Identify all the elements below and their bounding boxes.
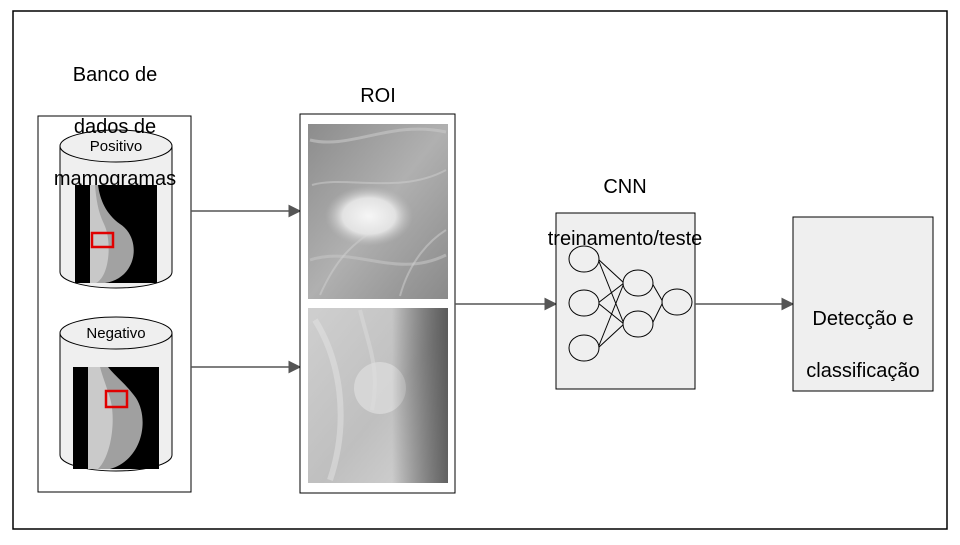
positive-roi-marker [90, 231, 115, 249]
negative-roi-marker [104, 389, 129, 409]
neural-network-icon [568, 245, 693, 362]
negative-mammogram [73, 367, 159, 469]
database-title-line-2: dados de [73, 116, 157, 138]
output-label: Detecção e classificação [793, 280, 933, 410]
cnn-title: CNN treinamento/teste [520, 148, 730, 278]
database-title: Banco de dados de mamogramas [40, 36, 190, 218]
output-label-line-2: classificação [806, 360, 920, 382]
cnn-title-line-2: treinamento/teste [547, 228, 703, 250]
positive-mammogram [75, 185, 157, 283]
roi-image-positive [308, 124, 448, 299]
roi-image-negative [308, 308, 448, 483]
database-title-line-1: Banco de [72, 64, 158, 86]
cnn-title-line-1: CNN [603, 176, 647, 198]
database-title-line-3: mamogramas [53, 168, 177, 190]
negative-label: Negativo [86, 325, 146, 342]
roi-title: ROI [360, 85, 396, 107]
positive-label: Positivo [89, 138, 143, 155]
output-label-line-1: Detecção e [812, 308, 914, 330]
outer-frame [12, 10, 948, 530]
output-box [792, 216, 934, 392]
